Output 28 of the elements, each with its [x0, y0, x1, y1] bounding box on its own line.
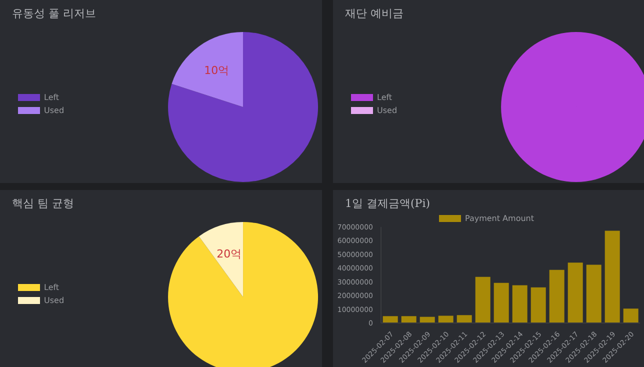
pie-slice [168, 32, 318, 182]
bar [456, 315, 472, 323]
bar [586, 264, 602, 323]
legend-label: Left [44, 93, 60, 102]
chart-title: 재단 예비금 [344, 6, 404, 22]
bar [530, 287, 546, 323]
legend-label: Used [377, 106, 398, 115]
chart-title: 유동성 풀 리저브 [11, 6, 97, 22]
bar [382, 316, 398, 323]
legend-label: Left [377, 93, 392, 102]
bar [438, 316, 454, 323]
legend-label: Left [44, 283, 60, 292]
bar [568, 262, 583, 323]
legend-label: Payment Amount [464, 214, 534, 223]
data-label: 10억 [204, 64, 230, 78]
bar [475, 276, 490, 323]
bar [623, 308, 638, 323]
bar [401, 316, 416, 323]
chart-title: 핵심 팀 균형 [11, 196, 75, 212]
data-label: 20억 [216, 248, 242, 261]
bar [512, 285, 528, 323]
legend-label: Used [44, 106, 64, 115]
bar [604, 230, 620, 323]
legend-label: Used [44, 296, 64, 305]
pie-slice [172, 32, 244, 107]
bar [494, 282, 509, 323]
bar [549, 270, 564, 323]
chart-title: 1일 결제금액(Pi) [344, 196, 431, 212]
